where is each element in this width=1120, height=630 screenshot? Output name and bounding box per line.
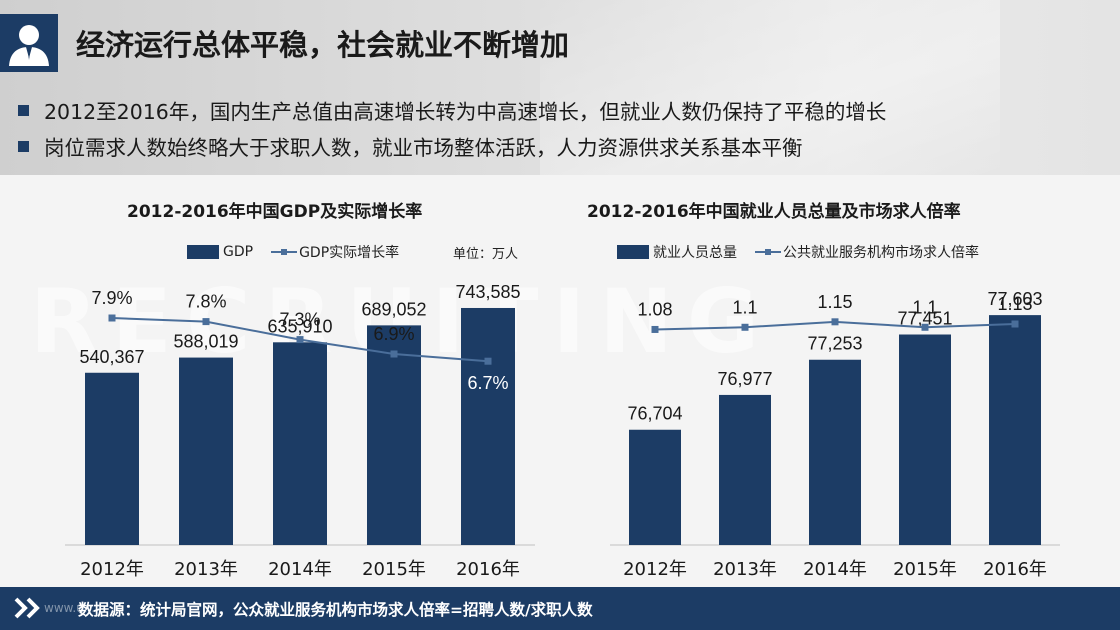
gdp-line-point [390,350,398,358]
bullet-text: 2012至2016年，国内生产总值由高速增长转为中高速增长，但就业人数仍保持了平… [44,100,887,124]
gdp-line-point [202,318,210,326]
employment-bar [629,429,681,545]
employment-line-point [741,323,749,331]
legend-bar-swatch [617,245,649,259]
gdp-line-point [484,357,492,365]
legend-employment-label: 就业人员总量 [653,245,737,261]
title-bar: 经济运行总体平稳，社会就业不断增加 [0,14,1120,72]
gdp-line-value-label: 7.8% [185,292,226,312]
employment-bar [809,359,861,545]
employment-bar [899,334,951,545]
legend-gdp-label: GDP [223,244,254,260]
employment-category-tick-label: 2013年 [713,559,777,580]
gdp-line-value-label: 7.3% [279,310,320,330]
legend-ratio-label: 公共就业服务机构市场求人倍率 [783,245,979,261]
gdp-line-value-label: 7.9% [91,288,132,308]
employment-line-point [921,323,929,331]
gdp-chart-legend: GDP GDP实际增长率 [187,242,399,262]
gdp-bar-value-label: 743,585 [455,282,520,302]
gdp-category-tick-label: 2012年 [80,559,144,580]
employment-line-value-label: 1.1 [912,297,937,317]
gdp-bar-value-label: 689,052 [361,299,426,319]
gdp-chart-title: 2012-2016年中国GDP及实际增长率 [127,202,423,222]
employment-category-tick-label: 2016年 [983,559,1047,580]
employment-line-point [831,318,839,326]
gdp-bar [273,342,327,545]
gdp-category-tick-label: 2015年 [362,559,426,580]
employment-category-tick-label: 2012年 [623,559,687,580]
person-icon [0,14,58,72]
header-background [0,0,1120,175]
employment-bar-value-label: 77,253 [807,334,862,354]
employment-bar-value-label: 77,603 [987,289,1042,309]
legend-growth-label: GDP实际增长率 [299,245,400,261]
bullet-item: 岗位需求人数始终略大于求职人数，就业市场整体活跃，人力资源供求关系基本平衡 [18,128,886,164]
employment-bar [989,315,1041,545]
gdp-category-tick-label: 2016年 [456,559,520,580]
gdp-bar [85,372,139,545]
legend-line-swatch [271,246,298,258]
footer-source-note: 数据源：统计局官网，公众就业服务机构市场求人倍率=招聘人数/求职人数 [78,601,593,619]
employment-bar-value-label: 76,977 [717,369,772,389]
employment-line-value-label: 1.13 [997,294,1032,314]
gdp-category-tick-label: 2013年 [174,559,238,580]
employment-chart-legend: 就业人员总量 公共就业服务机构市场求人倍率 [617,242,979,262]
employment-line-value-label: 1.08 [637,299,672,319]
gdp-bar-value-label: 588,019 [173,332,238,352]
gdp-line-point [296,336,304,344]
footer-url: www.u... [44,601,96,615]
gdp-line-value-label: 6.9% [373,324,414,344]
gdp-bar [367,325,421,545]
employment-line-point [651,325,659,333]
bullet-item: 2012至2016年，国内生产总值由高速增长转为中高速增长，但就业人数仍保持了平… [18,92,886,128]
employment-line-value-label: 1.15 [817,292,852,312]
employment-category-tick-label: 2015年 [893,559,957,580]
footer-bar: www.u... 数据源：统计局官网，公众就业服务机构市场求人倍率=招聘人数/求… [0,587,1120,630]
square-bullet-icon [18,140,29,152]
employment-bar-value-label: 76,704 [627,404,682,424]
gdp-bar [179,357,233,545]
legend-bar-swatch [187,245,219,259]
page-title: 经济运行总体平稳，社会就业不断增加 [76,28,570,62]
employment-line-point [1011,320,1019,328]
gdp-unit-label: 单位：万人 [453,247,519,262]
double-chevron-icon [14,597,40,619]
summary-bullets: 2012至2016年，国内生产总值由高速增长转为中高速增长，但就业人数仍保持了平… [18,92,886,164]
gdp-category-tick-label: 2014年 [268,559,332,580]
gdp-bar-value-label: 540,367 [79,347,144,367]
gdp-line-point [108,314,116,322]
employment-chart-title: 2012-2016年中国就业人员总量及市场求人倍率 [587,202,961,222]
employment-line-value-label: 1.1 [732,297,757,317]
gdp-line-value-label: 6.7% [467,373,508,393]
employment-category-tick-label: 2014年 [803,559,867,580]
bullet-text: 岗位需求人数始终略大于求职人数，就业市场整体活跃，人力资源供求关系基本平衡 [44,136,803,160]
gdp-bar [461,307,515,545]
gdp-bar-value-label: 635,910 [267,316,332,336]
employment-bar [719,394,771,545]
square-bullet-icon [18,104,29,116]
legend-line-swatch [755,246,781,258]
employment-bar-value-label: 77,451 [897,308,952,328]
